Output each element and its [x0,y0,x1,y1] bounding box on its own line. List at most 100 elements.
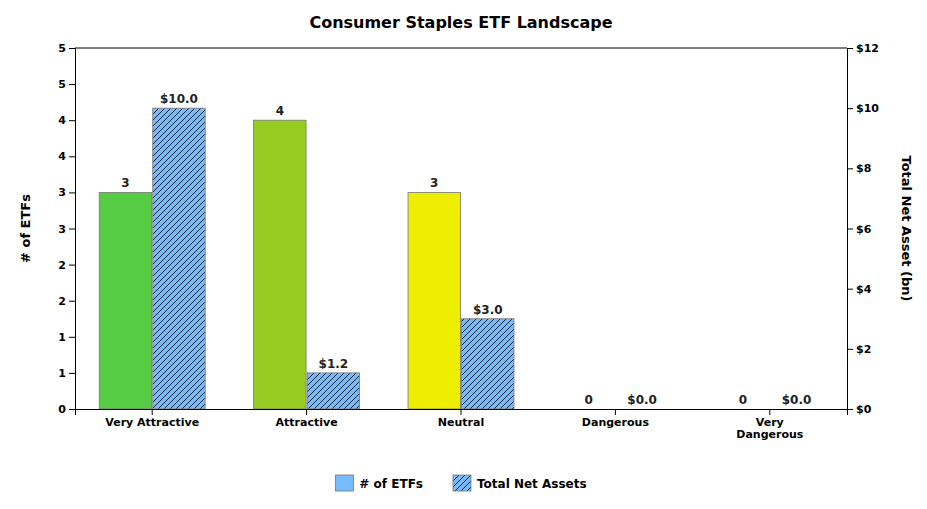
data-label: $0.0 [627,393,657,407]
tick: 5 [58,78,75,91]
bar [462,319,514,409]
bar [254,120,306,409]
tick-mark [847,48,853,49]
tick-label: $8 [856,162,871,175]
bar [562,409,614,410]
tick-mark [69,301,75,302]
tick-label: 5 [58,42,66,55]
tick: $6 [847,223,872,236]
legend-swatch [335,475,353,491]
bar [99,192,151,409]
chart: 34300$10.0$1.2$3.0$0.0$0.001122334455$0$… [0,0,927,509]
tick: 0 [58,403,75,416]
data-label: $0.0 [782,393,812,407]
tick-label: $6 [856,223,872,236]
tick: $10 [847,102,879,115]
tick-mark [69,192,75,193]
axis-line [848,49,854,410]
tick-label: 4 [58,150,66,163]
tick-mark [847,229,853,230]
tick-label: $2 [856,343,871,356]
data-label: 3 [121,176,129,190]
tick-mark [69,229,75,230]
data-label: 0 [739,393,747,407]
tick-mark [69,337,75,338]
tick-label: 5 [58,78,66,91]
tick: VeryDangerous [736,409,804,441]
bar [717,409,769,410]
axis-line [76,410,848,416]
tick-label: $12 [856,42,879,55]
tick-label: 3 [58,223,66,236]
tick-mark [615,409,616,415]
tick-label: Dangerous [582,416,650,429]
tick-mark [306,409,307,415]
tick-mark [69,373,75,374]
y-axis: 0 1 1 2 2 3 3 4 4 5 5 [58,42,75,416]
tick: 1 [58,331,75,344]
tick-mark [69,409,75,410]
tick-label: 3 [58,186,66,199]
y2-axis: $0 $2 $4 $6 $8 $10 $12 [847,42,879,416]
data-labels: 34300$10.0$1.2$3.0$0.0$0.0 [121,92,811,407]
tick: $12 [847,42,879,55]
bar [307,373,359,409]
tick: 4 [58,150,75,163]
data-label: $1.2 [319,357,349,371]
tick: 1 [58,367,75,380]
tick-label: 1 [58,367,66,380]
tick: $8 [847,162,871,175]
x-axis: Very Attractive Attractive Neutral Dangerou… [76,409,848,441]
y-axis-title: # of ETFs [18,194,33,263]
bar [153,108,205,409]
data-label: $3.0 [473,303,503,317]
axis-line [69,49,76,410]
tick: $0 [847,403,872,416]
tick-mark [769,409,770,415]
bars [99,108,514,409]
plot: 34300$10.0$1.2$3.0$0.0$0.001122334455$0$… [58,42,879,441]
tick-mark [847,168,853,169]
tick-label: Very Attractive [105,416,199,429]
tick-label: $4 [856,283,872,296]
data-label: 4 [276,104,284,118]
tick-mark [847,349,853,350]
legend: # of ETFs Total Net Assets [335,475,586,491]
tick-mark [69,84,75,85]
legend-label: # of ETFs [359,477,423,491]
data-label: $10.0 [160,92,198,106]
title: Consumer Staples ETF Landscape [309,13,612,32]
tick: Dangerous [582,409,650,429]
tick-label: VeryDangerous [736,416,804,442]
tick-label: 2 [58,259,66,272]
tick: 2 [58,295,75,308]
legend-item: Total Net Assets [453,475,587,491]
tick: 2 [58,259,75,272]
legend-label: Total Net Assets [477,477,587,491]
legend-swatch [453,475,471,491]
tick-mark [152,409,153,415]
bar [616,409,668,410]
bar [408,192,460,409]
tick-label: Neutral [438,416,484,429]
tick-label: $0 [856,403,872,416]
tick-mark [69,120,75,121]
tick: 4 [58,114,75,127]
data-label: 0 [584,393,592,407]
tick-mark [69,265,75,266]
tick-label: 4 [58,114,66,127]
tick: Attractive [276,409,338,429]
tick-mark [847,108,853,109]
tick: $2 [847,343,871,356]
tick-label: 0 [58,403,66,416]
bar [770,409,822,410]
y2-axis-title: Total Net Asset (bn) [899,155,914,301]
tick: Neutral [438,409,484,429]
tick-label: 1 [58,331,66,344]
tick: $4 [847,283,872,296]
tick: 5 [58,42,75,55]
tick-label: $10 [856,102,879,115]
tick: Very Attractive [105,409,199,429]
tick-label: Attractive [276,416,338,429]
tick-mark [461,409,462,415]
